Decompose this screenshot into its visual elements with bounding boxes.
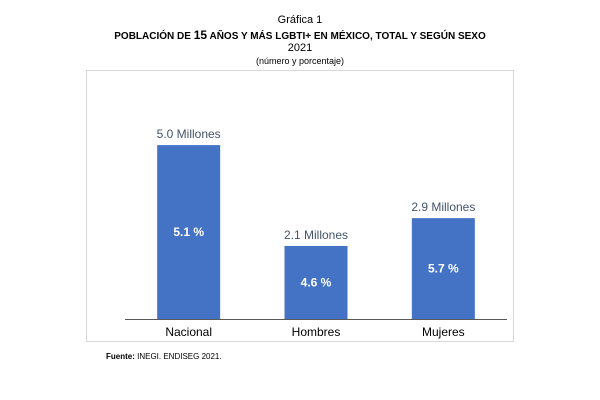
value-label: 2.1 Millones (284, 228, 348, 242)
chart-frame: 5.0 Millones 5.1 % Nacional 2.1 Millones 4.6… (86, 70, 514, 342)
chart-title: POBLACIÓN DE 15 AÑOS Y MÁS LGBTI+ EN MÉX… (0, 28, 600, 42)
value-label: 2.9 Millones (411, 200, 475, 214)
bar-nacional (157, 145, 221, 319)
source-note: Fuente: INEGI. ENDISEG 2021. (106, 352, 222, 361)
percent-label: 4.6 % (301, 275, 332, 289)
figure-label: Gráfica 1 (277, 14, 323, 26)
source-label: Fuente: (106, 352, 135, 361)
title-part2: AÑOS Y MÁS LGBTI+ EN MÉXICO, TOTAL Y SEG… (207, 31, 486, 42)
category-label: Mujeres (422, 325, 465, 339)
bar-hombres (284, 245, 348, 319)
title-part1: POBLACIÓN DE (114, 31, 194, 42)
percent-label: 5.1 % (173, 225, 204, 239)
source-text: INEGI. ENDISEG (134, 352, 202, 361)
source-year: 2021. (201, 352, 222, 361)
bar-chart: 5.0 Millones 5.1 % Nacional 2.1 Millones 4.6… (125, 127, 507, 339)
chart-year: 2021 (287, 42, 313, 54)
category-label: Nacional (165, 325, 212, 339)
bar-mujeres (411, 218, 475, 319)
title-number: 15 (193, 28, 208, 42)
percent-label: 5.7 % (428, 262, 459, 276)
category-label: Hombres (292, 325, 341, 339)
chart-subtitle: (número y porcentaje) (255, 56, 345, 66)
value-label: 5.0 Millones (157, 127, 221, 141)
